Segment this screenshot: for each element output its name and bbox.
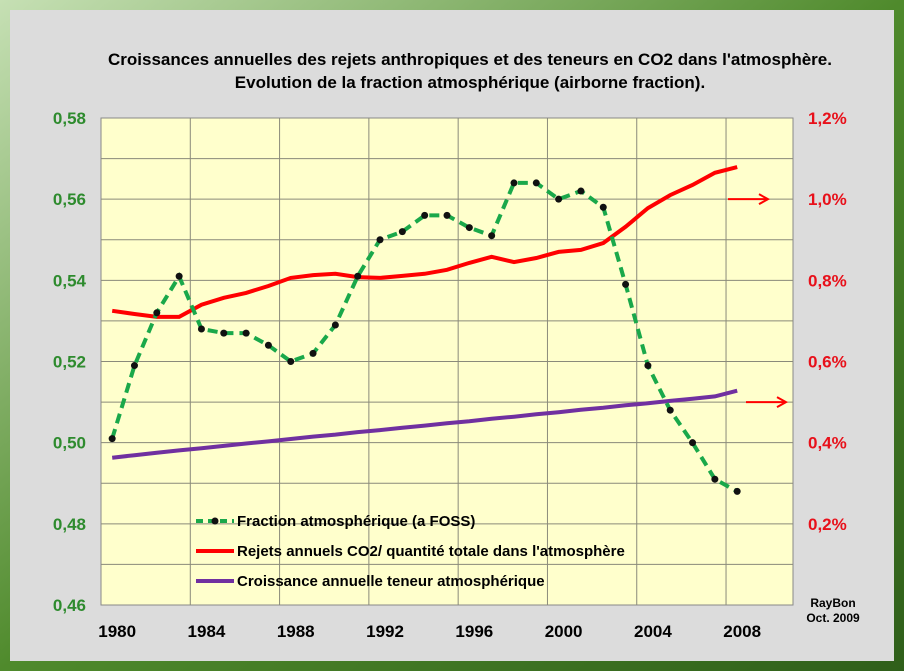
y-right-tick-label: 1,2%	[808, 109, 847, 128]
x-tick-label: 2000	[545, 622, 583, 641]
y-left-tick-label: 0,50	[53, 434, 86, 453]
chart-title: Croissances annuelles des rejets anthrop…	[108, 50, 832, 69]
data-point-fraction	[398, 228, 406, 236]
x-tick-label: 2004	[634, 622, 672, 641]
data-point-fraction	[354, 272, 362, 280]
arrow-right-icon	[728, 193, 771, 206]
chart-subtitle: Evolution de la fraction atmosphérique (…	[235, 73, 705, 92]
y-left-tick-label: 0,56	[53, 190, 86, 209]
signature-date: Oct. 2009	[806, 611, 860, 625]
data-point-fraction	[577, 187, 585, 195]
data-point-fraction	[733, 487, 741, 495]
series-line-croissance	[111, 388, 738, 460]
data-point-fraction	[555, 195, 563, 203]
y-left-tick-label: 0,46	[53, 596, 86, 615]
legend: Fraction atmosphérique (a FOSS) Rejets an…	[196, 513, 625, 590]
data-point-fraction	[197, 325, 205, 333]
data-point-fraction	[711, 475, 719, 483]
arrow-right-icon	[746, 396, 789, 408]
series-line-rejets	[111, 165, 738, 319]
data-point-fraction	[689, 439, 697, 447]
y-left-tick-label: 0,48	[53, 515, 86, 534]
data-point-fraction	[242, 329, 250, 337]
data-point-fraction	[376, 236, 384, 244]
data-point-fraction	[130, 362, 138, 370]
y-right-tick-label: 0,2%	[808, 515, 847, 534]
x-tick-label: 1984	[188, 622, 226, 641]
data-point-fraction	[622, 280, 630, 288]
data-point-fraction	[510, 179, 518, 187]
data-point-fraction	[309, 349, 317, 357]
data-point-fraction	[532, 179, 540, 187]
data-point-fraction	[153, 309, 161, 317]
legend-label: Fraction atmosphérique (a FOSS)	[237, 513, 475, 530]
data-point-fraction	[287, 358, 295, 365]
x-tick-label: 1996	[455, 622, 493, 641]
y-right-tick-label: 0,4%	[808, 434, 847, 453]
legend-marker	[211, 517, 219, 525]
x-tick-label: 2008	[723, 622, 761, 641]
data-point-fraction	[220, 329, 228, 337]
legend-label: Croissance annuelle teneur atmosphérique	[237, 573, 545, 590]
y-right-tick-label: 1,0%	[808, 190, 847, 209]
data-point-fraction	[443, 211, 451, 219]
data-point-fraction	[488, 232, 496, 240]
data-point-fraction	[644, 362, 652, 370]
data-point-fraction	[421, 211, 429, 219]
y-left-tick-label: 0,52	[53, 353, 86, 372]
y-left-tick-label: 0,54	[53, 271, 87, 290]
data-point-fraction	[465, 224, 473, 232]
data-point-fraction	[108, 435, 116, 443]
y-right-tick-label: 0,8%	[808, 271, 847, 290]
x-tick-label: 1980	[98, 622, 136, 641]
data-point-fraction	[175, 272, 183, 280]
legend-label: Rejets annuels CO2/ quantité totale dans…	[237, 543, 625, 560]
y-right-tick-label: 0,6%	[808, 353, 847, 372]
data-point-fraction	[666, 406, 674, 414]
data-point-fraction	[599, 203, 607, 211]
series-line-fraction	[110, 180, 739, 494]
data-point-fraction	[331, 321, 339, 329]
x-tick-label: 1988	[277, 622, 315, 641]
x-tick-label: 1992	[366, 622, 404, 641]
data-point-fraction	[264, 341, 272, 349]
signature-name: RayBon	[810, 596, 855, 610]
y-left-tick-label: 0,58	[53, 109, 86, 128]
